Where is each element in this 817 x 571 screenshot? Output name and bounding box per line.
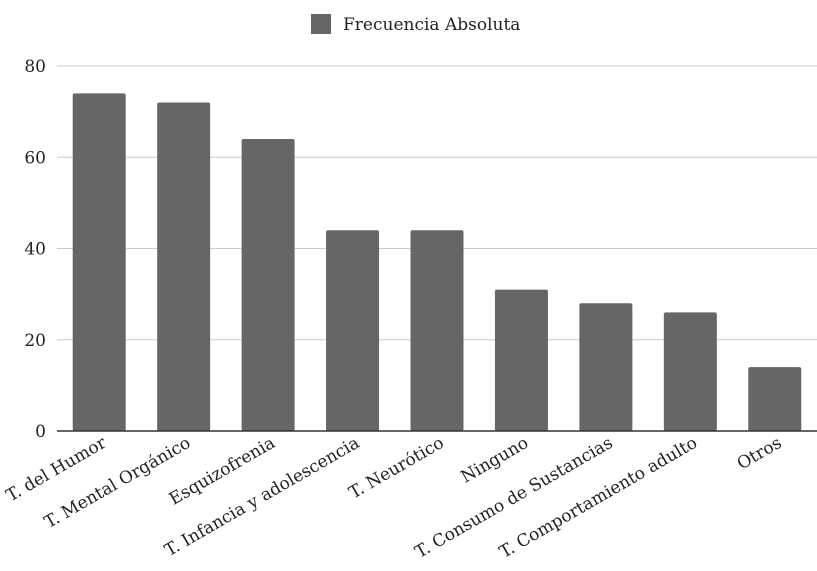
legend: Frecuencia Absoluta xyxy=(311,14,520,35)
bar xyxy=(241,139,295,431)
bars xyxy=(72,93,802,431)
y-tick-label: 60 xyxy=(24,148,46,168)
bar xyxy=(72,93,126,431)
x-category-label: Otros xyxy=(734,433,785,474)
legend-swatch xyxy=(311,14,331,34)
x-category-label: Ninguno xyxy=(458,433,532,487)
bar xyxy=(748,367,802,431)
legend-label: Frecuencia Absoluta xyxy=(343,15,520,35)
bar xyxy=(494,289,548,431)
x-category-label: T. Mental Orgánico xyxy=(41,433,194,533)
bar xyxy=(579,303,633,431)
bar xyxy=(410,230,464,431)
y-axis-tick-labels: 0 20 40 60 80 xyxy=(24,57,46,442)
y-tick-label: 80 xyxy=(24,57,46,77)
y-tick-label: 40 xyxy=(24,240,46,260)
bar xyxy=(157,102,211,431)
bar xyxy=(663,312,717,431)
bar xyxy=(326,230,380,431)
x-category-label: T. Neurótico xyxy=(346,433,448,503)
y-tick-label: 20 xyxy=(24,331,46,351)
y-tick-label: 0 xyxy=(35,422,46,442)
